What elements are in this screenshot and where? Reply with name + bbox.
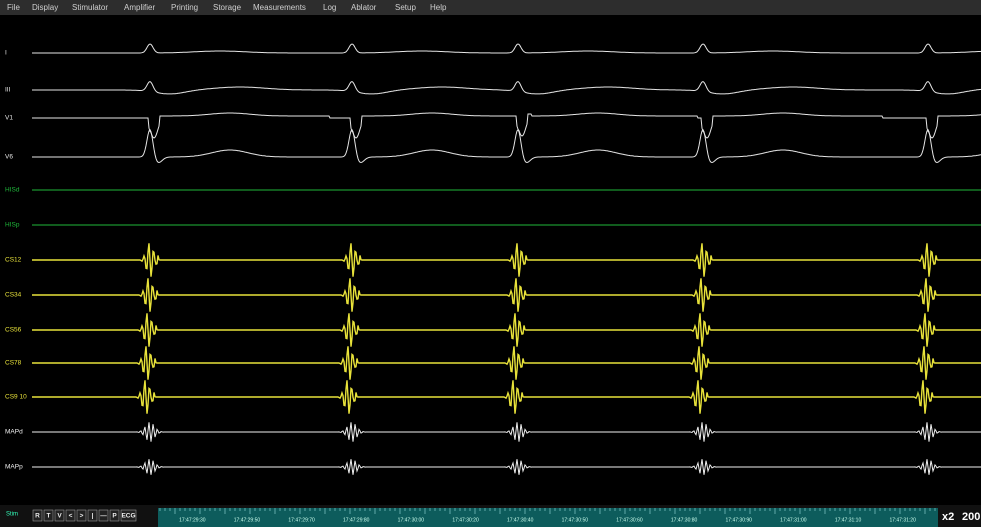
signal-trace (32, 346, 981, 380)
toolbar-button-frame (76, 509, 87, 522)
toolbar-button-frame (87, 509, 98, 522)
timeline-label: 17:47:30:40 (507, 517, 534, 523)
timeline-label: 17:47:31:20 (889, 517, 916, 523)
timeline-label: 17:47:30:80 (671, 517, 698, 523)
channel-label: V6 (5, 154, 13, 161)
toolbar-button[interactable]: — (100, 513, 107, 520)
channel-label: HISp (5, 222, 20, 229)
toolbar-button[interactable]: T (47, 513, 51, 520)
channel-label: MAPp (5, 464, 23, 471)
timeline-label: 17:47:31:00 (780, 517, 807, 523)
timeline-label: 17:47:30:90 (726, 517, 753, 523)
menu-item[interactable]: Storage (213, 3, 242, 12)
toolbar-button-frame (43, 509, 54, 522)
toolbar-button[interactable]: P (112, 513, 117, 520)
menu-item[interactable]: Printing (171, 3, 198, 12)
timeline (158, 508, 938, 527)
signal-trace (32, 313, 981, 347)
timeline-label: 17:47:29:70 (288, 517, 315, 523)
signal-trace (32, 243, 981, 277)
toolbar-button[interactable]: ECG (121, 513, 135, 520)
toolbar-button[interactable]: > (80, 513, 84, 520)
channel-label: I (5, 50, 7, 57)
toolbar-button[interactable]: < (69, 513, 73, 520)
toolbar-button-frame (120, 509, 137, 522)
toolbar-button-frame (109, 509, 120, 522)
channel-label: CS78 (5, 360, 22, 367)
signal-trace (32, 128, 981, 164)
menu-item[interactable]: Ablator (351, 3, 377, 12)
channel-label: CS56 (5, 327, 22, 334)
channel-label: CS12 (5, 257, 22, 264)
menu-item[interactable]: Display (32, 3, 58, 12)
menu-item[interactable]: Stimulator (72, 3, 108, 12)
timeline-label: 17:47:30:00 (398, 517, 425, 523)
toolbar-button-frame (65, 509, 76, 522)
toolbar-side-label: Stim (6, 512, 18, 518)
timeline-label: 17:47:29:50 (234, 517, 261, 523)
channel-label: HISd (5, 187, 20, 194)
timeline-label: 17:47:30:20 (452, 517, 479, 523)
menu-item[interactable]: Log (323, 3, 336, 12)
menu-item[interactable]: Measurements (253, 3, 306, 12)
signal-trace (32, 380, 981, 414)
signal-trace (32, 112, 981, 139)
toolbar-button-frame (54, 509, 65, 522)
signal-trace (32, 43, 981, 54)
signal-trace (32, 278, 981, 312)
timeline-label: 17:47:30:50 (562, 517, 589, 523)
channel-label: III (5, 87, 11, 94)
signal-trace (32, 81, 981, 95)
signal-trace (32, 422, 981, 442)
menu-item[interactable]: Help (430, 3, 447, 12)
toolbar-button-frame (98, 509, 109, 522)
signal-trace (32, 459, 981, 475)
timeline-label: 17:47:31:10 (835, 517, 862, 523)
channel-label: CS9 10 (5, 394, 27, 401)
menu-item[interactable]: File (7, 3, 20, 12)
timeline-label: 17:47:29:80 (343, 517, 370, 523)
menu-item[interactable]: Amplifier (124, 3, 155, 12)
zoom-label: x2 (942, 511, 954, 523)
speed-label: 200 (962, 511, 980, 523)
channel-label: V1 (5, 115, 13, 122)
toolbar-button-frame (32, 509, 43, 522)
toolbar-button[interactable]: V (57, 513, 62, 520)
channel-label: CS34 (5, 292, 22, 299)
toolbar-button[interactable]: R (35, 513, 40, 520)
channel-label: MAPd (5, 429, 23, 436)
toolbar-button[interactable]: | (92, 513, 94, 520)
menu-item[interactable]: Setup (395, 3, 416, 12)
timeline-label: 17:47:29:30 (179, 517, 206, 523)
menu-bar (0, 0, 981, 15)
timeline-label: 17:47:30:60 (616, 517, 643, 523)
